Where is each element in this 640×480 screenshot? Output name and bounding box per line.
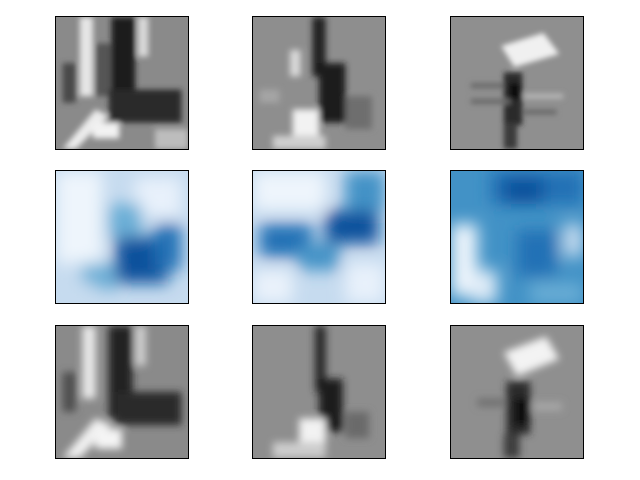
image-panel-r1c2 [252, 16, 386, 150]
heatmap-panel-r2c1 [55, 170, 189, 304]
image-panel-r3c1 [55, 325, 189, 459]
image-panel-r1c1 [55, 16, 189, 150]
heatmap-panel-r2c2 [252, 170, 386, 304]
image-panel-r3c2 [252, 325, 386, 459]
image-panel-r3c3 [450, 325, 584, 459]
heatmap-panel-r2c3 [450, 170, 584, 304]
image-panel-r1c3 [450, 16, 584, 150]
